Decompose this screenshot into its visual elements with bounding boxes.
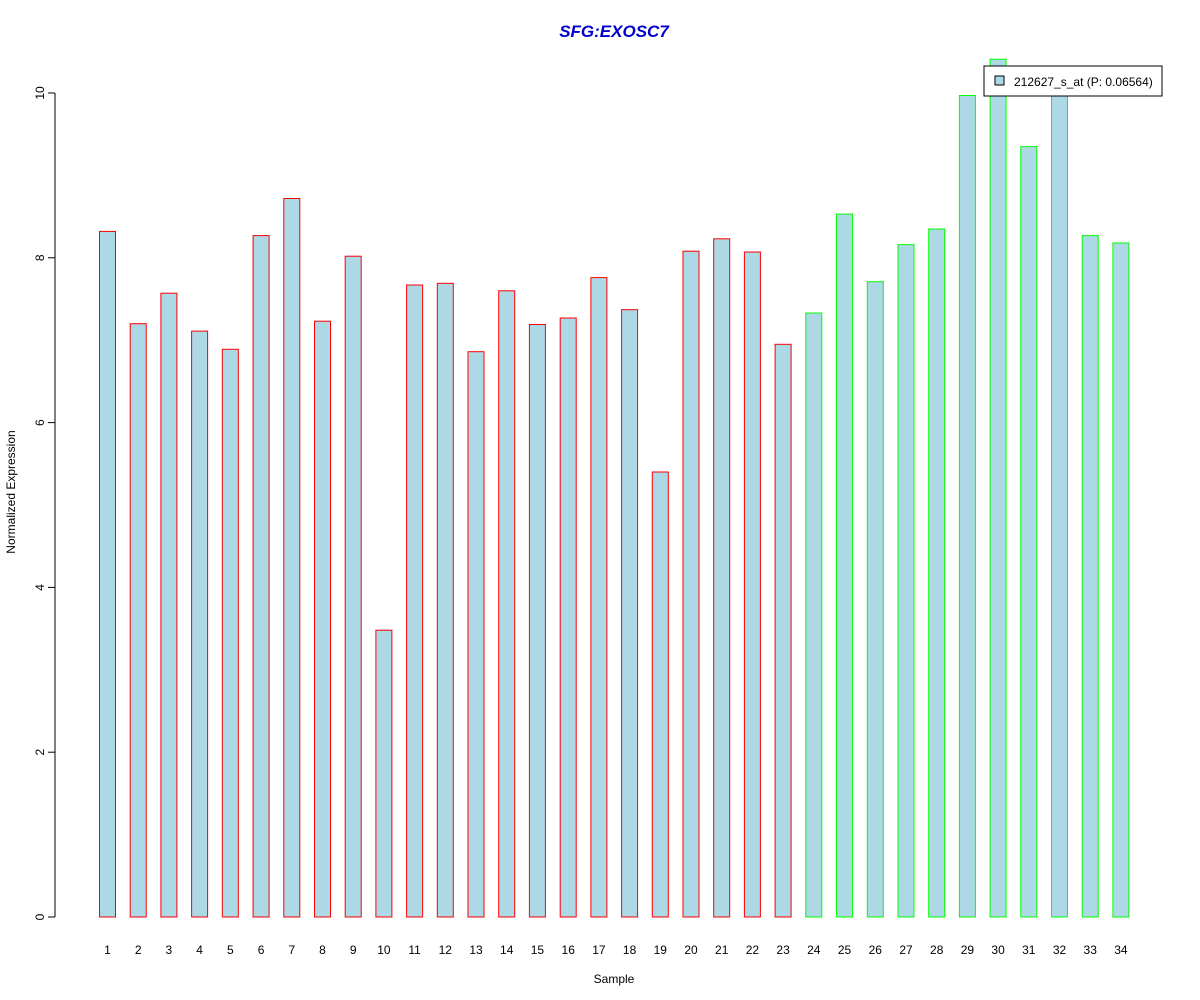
x-tick-label: 29 <box>961 943 975 957</box>
legend-label: 212627_s_at (P: 0.06564) <box>1014 75 1153 89</box>
x-tick-label: 28 <box>930 943 944 957</box>
bar <box>1020 146 1038 918</box>
x-tick-label: 27 <box>899 943 913 957</box>
x-tick-label: 10 <box>377 943 391 957</box>
bar <box>191 330 209 918</box>
x-tick-label: 30 <box>991 943 1005 957</box>
bar <box>1081 235 1099 918</box>
y-tick-label: 10 <box>33 86 47 100</box>
bar <box>559 317 577 918</box>
y-tick-label: 8 <box>33 254 47 261</box>
bar <box>436 282 454 918</box>
bar <box>221 348 239 918</box>
x-tick-label: 14 <box>500 943 514 957</box>
bar <box>866 281 884 918</box>
bar <box>743 251 761 918</box>
x-tick-label: 19 <box>654 943 668 957</box>
bar <box>958 95 976 918</box>
bar <box>590 277 608 918</box>
x-tick-label: 3 <box>166 943 173 957</box>
bar <box>252 235 270 918</box>
bar <box>1112 242 1130 918</box>
bar <box>989 58 1007 918</box>
bar <box>99 230 116 918</box>
x-tick-label: 32 <box>1053 943 1067 957</box>
y-tick-label: 4 <box>33 584 47 591</box>
x-tick-label: 17 <box>592 943 606 957</box>
x-tick-label: 12 <box>439 943 453 957</box>
legend-swatch <box>994 75 1005 86</box>
bar <box>713 238 731 918</box>
x-tick-label: 15 <box>531 943 545 957</box>
y-axis-label: Normalized Expression <box>4 430 18 553</box>
x-tick-label: 6 <box>258 943 265 957</box>
x-tick-label: 18 <box>623 943 637 957</box>
bar <box>1051 90 1068 918</box>
x-tick-label: 5 <box>227 943 234 957</box>
bar <box>375 629 393 918</box>
x-tick-label: 34 <box>1114 943 1128 957</box>
x-tick-label: 1 <box>104 943 111 957</box>
y-tick-label: 0 <box>33 913 47 920</box>
x-tick-label: 20 <box>684 943 698 957</box>
x-tick-label: 21 <box>715 943 729 957</box>
y-axis: 0 2 4 6 8 10 <box>33 86 56 920</box>
y-tick-label: 6 <box>33 419 47 426</box>
x-tick-label: 33 <box>1084 943 1098 957</box>
bar <box>160 292 178 918</box>
x-tick-label: 24 <box>807 943 821 957</box>
bar <box>621 309 639 918</box>
bar <box>283 198 301 918</box>
x-tick-label: 13 <box>469 943 483 957</box>
bar <box>129 323 147 918</box>
bars <box>99 58 1130 918</box>
bar <box>682 250 700 918</box>
x-tick-label: 8 <box>319 943 326 957</box>
x-tick-label: 9 <box>350 943 357 957</box>
x-tick-label: 4 <box>196 943 203 957</box>
x-tick-labels: 1 2 3 4 5 6 7 8 9 10 11 12 13 14 15 16 17 18 19 20 21 22 23 24 2… <box>104 943 1128 957</box>
bar <box>498 290 516 918</box>
bar <box>406 284 424 918</box>
legend: 212627_s_at (P: 0.06564) <box>983 65 1163 97</box>
x-axis-label: Sample <box>594 972 635 986</box>
bar <box>805 312 823 918</box>
x-tick-label: 22 <box>746 943 760 957</box>
bar <box>836 213 853 918</box>
x-tick-label: 23 <box>776 943 790 957</box>
x-tick-label: 2 <box>135 943 142 957</box>
bar <box>528 324 546 918</box>
bar <box>928 228 946 918</box>
x-tick-label: 31 <box>1022 943 1036 957</box>
bar <box>467 351 485 918</box>
chart-title: SFG:EXOSC7 <box>559 22 670 41</box>
legend-box <box>983 65 1163 97</box>
x-tick-label: 11 <box>408 943 421 957</box>
x-tick-label: 7 <box>288 943 295 957</box>
x-tick-label: 26 <box>869 943 883 957</box>
y-tick-label: 2 <box>33 749 47 756</box>
x-tick-label: 25 <box>838 943 852 957</box>
bar <box>651 471 669 918</box>
bar <box>897 244 915 918</box>
x-tick-label: 16 <box>562 943 576 957</box>
bar <box>774 343 792 918</box>
bar <box>344 255 362 918</box>
bar <box>314 320 331 918</box>
